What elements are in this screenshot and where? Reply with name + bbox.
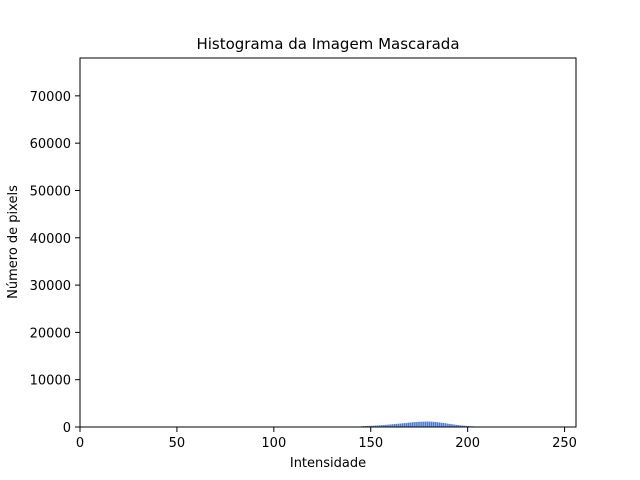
x-tick-label: 100 [261,436,286,451]
x-tick-label: 200 [455,436,480,451]
histogram-bar [393,424,396,427]
chart-title: Histograma da Imagem Mascarada [196,35,459,53]
y-tick-label: 70000 [30,90,71,105]
histogram-bar [434,422,437,427]
histogram-bar [426,421,429,427]
histogram-bar [384,424,386,427]
histogram-bar [452,424,454,427]
y-axis-ticks: 0 10000 20000 30000 40000 50000 60000 70000 [30,90,80,436]
histogram-bar [450,424,452,427]
histogram-bar [392,424,394,427]
histogram-bar [432,421,435,427]
histogram-bar [425,421,427,427]
histogram-bar [454,424,456,427]
histogram-bar [456,424,458,427]
histogram-bar [382,425,384,427]
x-tick-label: 50 [169,436,186,451]
plot-area-frame [79,57,577,428]
y-tick-label: 10000 [30,374,71,389]
histogram-bar [465,425,468,427]
y-tick-label: 0 [63,421,71,436]
histogram-bar [409,422,412,427]
histogram-bar [415,421,417,427]
histogram-bar [463,425,466,427]
histogram-bar [401,423,404,427]
histogram-bar [374,425,377,427]
histogram-bar [413,422,415,427]
histogram-bar [446,423,448,427]
histogram-bar [421,421,423,427]
histogram-bar [436,422,439,427]
histogram-bar [399,423,402,427]
histogram-bar [390,424,392,427]
histogram-bar [403,423,406,427]
y-axis-label: Número de pixels [6,185,21,299]
x-axis-ticks: 0 50 100 150 200 250 [76,427,577,451]
histogram-bar [430,421,433,427]
histogram-bar [368,425,371,427]
y-tick-label: 60000 [30,137,71,152]
histogram-bar [419,421,421,427]
histogram-bar [366,425,369,427]
histogram-bar [459,425,462,427]
histogram-bar [397,423,400,427]
histogram-bar [388,424,390,427]
histogram-bar [411,422,413,427]
histogram-bar [457,425,460,427]
y-tick-label: 50000 [30,184,71,199]
x-tick-label: 150 [358,436,383,451]
histogram-bar [407,422,410,427]
histogram-bar [395,423,398,427]
y-tick-label: 40000 [30,232,71,247]
x-axis-label: Intensidade [290,456,366,471]
histogram-bar [378,425,381,427]
histogram-bar [376,425,379,427]
histogram-bar [423,421,425,427]
histogram-bar [448,423,450,427]
histogram-bar [417,421,419,427]
histogram-bar [444,423,446,427]
histogram-bar [442,422,445,427]
histogram-bar [461,425,464,427]
histogram-bar [380,425,382,427]
histogram-bar [438,422,441,427]
histogram-bar [372,425,375,427]
histogram-bar [428,421,431,427]
histogram-bar [405,422,408,427]
histogram-bar [386,424,388,427]
x-tick-label: 250 [552,436,577,451]
y-tick-label: 20000 [30,326,71,341]
y-tick-label: 30000 [30,279,71,294]
histogram-bar [370,425,373,427]
histogram-bar [440,422,443,427]
bars-group [357,421,485,427]
x-tick-label: 0 [76,436,84,451]
